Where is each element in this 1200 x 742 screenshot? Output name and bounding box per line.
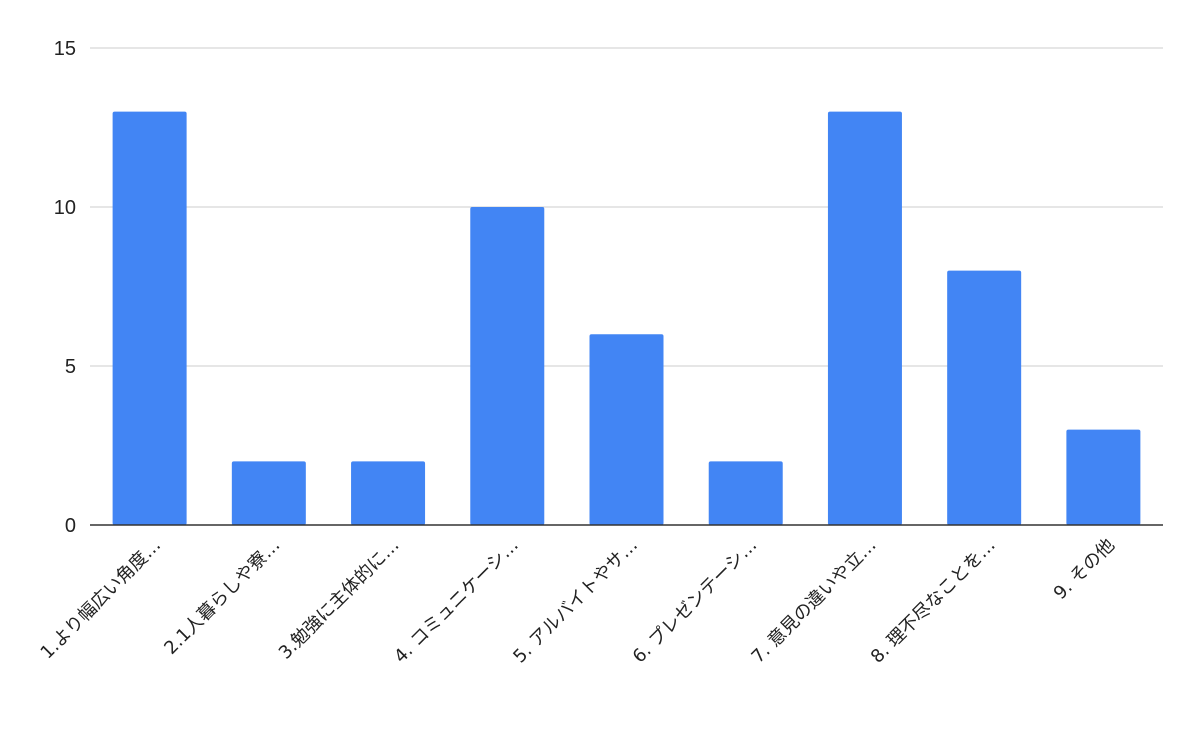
x-axis-category-labels: 1.より幅広い角度…2.1人暮らしや寮…3.勉強に主体的に…4. コミュニケーシ… bbox=[37, 535, 1119, 668]
y-tick-label: 15 bbox=[54, 38, 76, 60]
x-category-label: 8. 理不尽なことを… bbox=[867, 535, 1000, 668]
y-tick-label: 10 bbox=[54, 197, 76, 219]
bar bbox=[589, 334, 664, 525]
x-category-label: 7. 意見の違いや立… bbox=[748, 535, 881, 668]
bar bbox=[470, 207, 545, 525]
x-category-label: 3.勉強に主体的に… bbox=[275, 535, 404, 664]
bar bbox=[112, 111, 187, 525]
y-axis-tick-labels: 0 5 10 15 bbox=[54, 38, 76, 537]
bar bbox=[351, 461, 426, 525]
y-tick-label: 5 bbox=[65, 356, 76, 378]
y-tick-label: 0 bbox=[65, 515, 76, 537]
bar bbox=[708, 461, 783, 525]
x-category-label: 1.より幅広い角度… bbox=[37, 535, 166, 664]
x-category-label: 2.1人暮らしや寮… bbox=[160, 535, 284, 659]
x-category-label: 6. プレゼンテーシ… bbox=[629, 535, 762, 668]
x-category-label: 4. コミュニケーシ… bbox=[390, 535, 523, 668]
x-category-label: 9. その他 bbox=[1050, 535, 1119, 604]
x-category-label: 5. アルバイトやサ… bbox=[509, 535, 642, 668]
bar bbox=[1066, 429, 1141, 525]
bar bbox=[947, 270, 1022, 525]
bars bbox=[112, 111, 1141, 525]
bar bbox=[231, 461, 306, 525]
bar bbox=[827, 111, 902, 525]
